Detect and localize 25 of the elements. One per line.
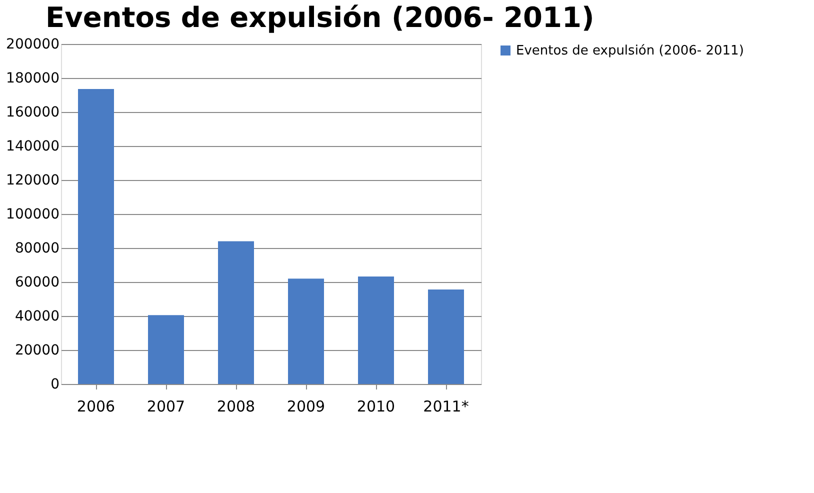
chart-title: Eventos de expulsión (2006- 2011) [46, 1, 594, 34]
y-tick-label: 100000 [6, 206, 60, 222]
bar [148, 315, 184, 384]
y-tick-label: 0 [50, 376, 60, 392]
bar [218, 241, 254, 384]
y-tick-label: 80000 [14, 240, 60, 256]
bar [78, 89, 114, 384]
x-tick-label: 2006 [76, 398, 116, 416]
x-tick-label: 2008 [216, 398, 256, 416]
y-tick-label: 40000 [14, 308, 60, 324]
legend-label: Eventos de expulsión (2006- 2011) [516, 44, 744, 58]
bar [428, 289, 464, 384]
y-tick-label: 180000 [6, 70, 60, 86]
y-tick-label: 200000 [6, 36, 60, 52]
y-tick-label: 60000 [14, 274, 60, 290]
y-tick-label: 120000 [6, 172, 60, 188]
y-tick-label: 160000 [6, 104, 60, 120]
y-tick-label: 140000 [6, 138, 60, 154]
y-tick-label: 20000 [14, 342, 60, 358]
bar [358, 276, 394, 384]
x-tick-label: 2009 [286, 398, 326, 416]
bar [288, 278, 324, 384]
x-tick-label: 2007 [146, 398, 186, 416]
x-tick-label: 2010 [356, 398, 396, 416]
x-tick-label: 2011* [423, 398, 470, 416]
